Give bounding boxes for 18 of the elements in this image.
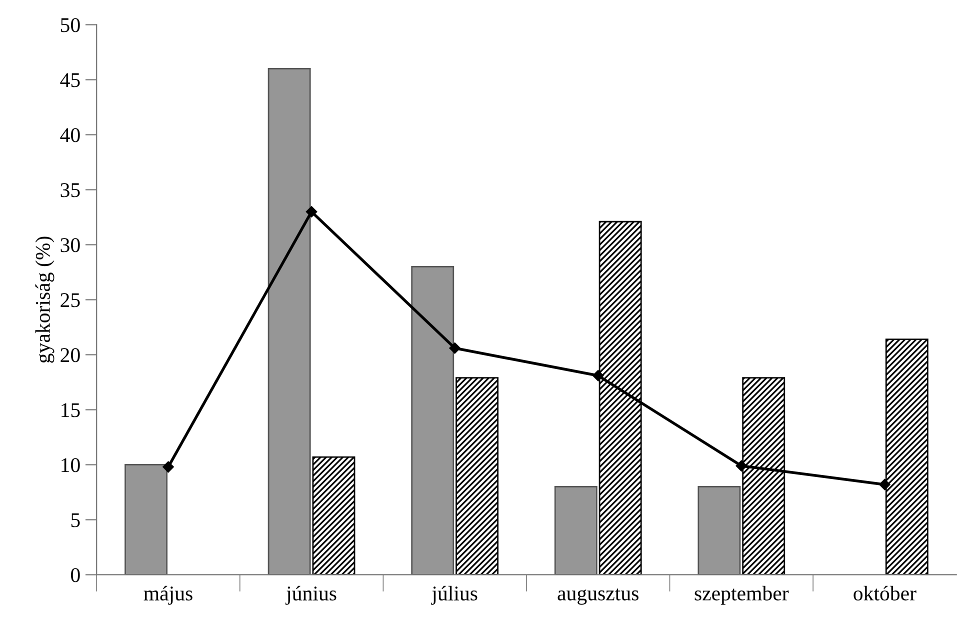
y-tick-label: 5 xyxy=(71,513,80,528)
y-tick-label: 35 xyxy=(60,183,80,198)
x-tick-label: október xyxy=(854,586,916,601)
y-tick-label: 25 xyxy=(60,293,80,308)
y-tick-label: 15 xyxy=(62,403,80,418)
y-tick-label: 50 xyxy=(61,18,80,32)
x-tick-label: június xyxy=(285,586,336,605)
x-tick-label: szeptember xyxy=(694,586,789,605)
y-tick-label: 45 xyxy=(60,73,80,88)
y-tick-label: 20 xyxy=(60,348,80,362)
x-tick-label: július xyxy=(431,586,478,605)
y-tick-label: 30 xyxy=(60,238,80,252)
y-tick-label: 40 xyxy=(60,128,80,142)
y-tick-label: 10 xyxy=(62,458,80,472)
y-axis-title: gyakoriság (%) xyxy=(35,236,54,363)
y-tick-label: 0 xyxy=(71,568,80,582)
x-tick-label: május xyxy=(144,586,192,605)
x-tick-label: augusztus xyxy=(558,588,638,605)
